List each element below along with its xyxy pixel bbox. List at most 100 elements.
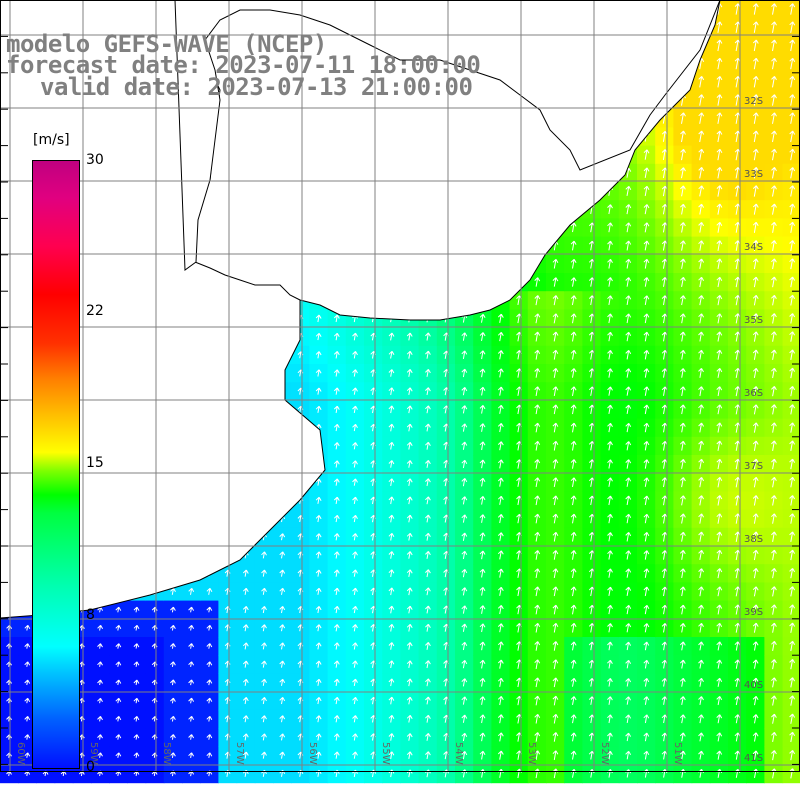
wind-arrow — [607, 513, 613, 524]
wind-arrow — [752, 404, 759, 415]
wind-arrow — [552, 586, 559, 597]
wind-arrow — [752, 313, 759, 324]
wind-arrow — [352, 696, 358, 705]
wind-arrow — [552, 531, 559, 542]
wind-arrow — [716, 148, 723, 161]
wind-arrow — [461, 641, 468, 651]
wind-arrow — [552, 258, 559, 269]
latitude-label: 40S — [744, 680, 763, 691]
wind-arrow — [315, 678, 322, 686]
wind-arrow — [698, 568, 705, 579]
wind-arrow — [698, 531, 705, 542]
wind-arrow — [133, 697, 140, 704]
wind-arrow — [242, 606, 249, 614]
wind-arrow — [352, 387, 358, 395]
colorbar — [32, 160, 80, 769]
wind-arrow — [425, 460, 431, 468]
longitude-label: 53W — [526, 742, 537, 765]
wind-arrow — [479, 368, 486, 378]
wind-arrow — [643, 659, 650, 669]
wind-arrow — [752, 221, 759, 233]
wind-arrow — [97, 734, 103, 740]
wind-arrow — [315, 369, 322, 377]
wind-arrow — [789, 640, 796, 652]
wind-arrow — [698, 696, 704, 705]
wind-arrow — [570, 696, 577, 705]
wind-arrow — [170, 587, 176, 595]
wind-arrow — [206, 697, 213, 704]
wind-arrow — [170, 606, 176, 613]
wind-arrow — [497, 441, 504, 451]
wind-arrow — [679, 732, 686, 742]
wind-arrow — [680, 203, 686, 215]
wind-arrow — [698, 295, 705, 306]
wind-arrow — [607, 604, 613, 615]
wind-arrow — [625, 532, 632, 542]
wind-arrow — [333, 369, 340, 377]
wind-arrow — [479, 750, 486, 760]
wind-arrow — [497, 677, 504, 687]
wind-arrow — [206, 679, 213, 686]
wind-arrow — [771, 622, 777, 633]
coastline-north — [174, 0, 721, 271]
wind-arrow — [570, 222, 577, 233]
wind-arrow — [625, 295, 632, 305]
wind-arrow — [425, 733, 431, 741]
wind-arrow — [333, 496, 340, 504]
wind-arrow — [716, 39, 723, 52]
wind-arrow — [479, 605, 486, 614]
wind-arrow — [716, 659, 723, 669]
wind-arrow — [679, 550, 686, 560]
wind-arrow — [752, 641, 759, 651]
wind-arrow — [479, 386, 486, 396]
wind-arrow — [679, 714, 686, 724]
wind-arrow — [170, 697, 176, 704]
wind-arrow — [261, 751, 267, 759]
wind-arrow — [170, 661, 176, 667]
wind-arrow — [680, 130, 686, 143]
wind-arrow — [552, 368, 559, 378]
wind-arrow — [771, 440, 777, 451]
wind-arrow — [570, 404, 577, 415]
wind-arrow — [333, 678, 340, 686]
wind-arrow — [698, 549, 705, 560]
latitude-label: 38S — [744, 534, 763, 545]
wind-arrow — [206, 624, 213, 631]
wind-arrow — [625, 678, 632, 687]
wind-arrow — [279, 551, 286, 559]
wind-arrow — [534, 531, 541, 542]
wind-arrow — [552, 732, 559, 742]
wind-arrow — [315, 478, 322, 486]
wind-arrow — [716, 185, 723, 197]
wind-arrow — [570, 477, 577, 487]
longitude-label: 54W — [453, 742, 464, 765]
wind-arrow — [698, 404, 704, 415]
wind-arrow — [607, 586, 613, 596]
wind-arrow — [206, 734, 213, 740]
wind-arrow — [789, 422, 796, 433]
wind-arrow — [552, 313, 559, 324]
wind-arrow — [534, 477, 541, 487]
wind-arrow — [625, 459, 632, 469]
wind-arrow — [315, 587, 322, 595]
wind-arrow — [625, 240, 632, 251]
wind-arrow — [461, 368, 468, 378]
wind-arrow — [188, 752, 195, 758]
wind-arrow — [771, 112, 777, 124]
wind-arrow — [552, 404, 559, 415]
wind-arrow — [97, 679, 103, 686]
wind-arrow — [643, 204, 650, 215]
wind-arrow — [643, 295, 650, 305]
wind-arrow — [771, 313, 777, 324]
wind-arrow — [716, 94, 723, 106]
wind-arrow — [425, 441, 431, 450]
model-title: modelo GEFS-WAVE (NCEP) — [6, 30, 327, 58]
wind-arrow — [534, 659, 541, 669]
wind-arrow — [771, 604, 777, 615]
wind-arrow — [261, 642, 267, 650]
wind-arrow — [279, 751, 286, 759]
wind-arrow — [643, 167, 650, 178]
wind-arrow — [789, 549, 796, 561]
wind-arrow — [534, 349, 541, 360]
wind-arrow — [425, 751, 431, 760]
